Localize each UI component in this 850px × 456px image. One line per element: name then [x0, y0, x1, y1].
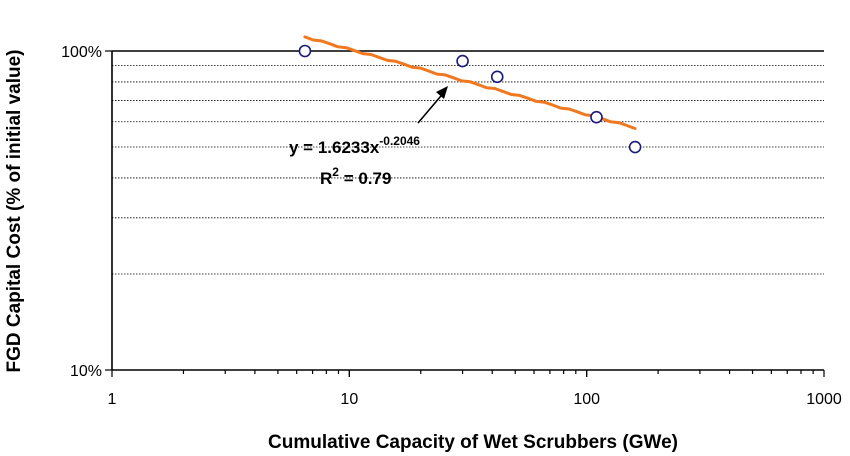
x-axis-title: Cumulative Capacity of Wet Scrubbers (GW…	[268, 432, 678, 453]
trendline	[303, 35, 637, 130]
equation-prefix: y = 1.6233x	[289, 138, 380, 157]
r2-value: = 0.79	[339, 169, 391, 188]
equation-exponent: -0.2046	[379, 134, 420, 148]
ticks	[105, 50, 825, 377]
y-tick-label-10%: 10%	[70, 363, 102, 380]
y-axis-title: FGD Capital Cost (% of initial value)	[4, 49, 25, 372]
trendline-layer	[303, 35, 637, 130]
r-squared: R2 = 0.79	[320, 165, 391, 188]
gridlines	[112, 65, 824, 275]
x-tick-label-1: 1	[108, 391, 117, 408]
data-point	[456, 54, 469, 68]
points-layer	[298, 44, 642, 154]
r2-prefix: R	[320, 169, 332, 188]
x-tick-label-10: 10	[340, 391, 358, 408]
data-point	[628, 140, 642, 154]
tick-labels: 1 10 100 1000 10% 100%	[61, 44, 842, 408]
axes	[111, 50, 824, 371]
data-point	[298, 44, 312, 58]
trendline-equation: y = 1.6233x-0.2046	[289, 134, 420, 157]
r2-superscript: 2	[332, 165, 339, 179]
data-point	[490, 70, 504, 84]
y-tick-label-100%: 100%	[61, 44, 102, 61]
x-tick-label-100: 100	[573, 391, 600, 408]
annotation-arrow	[417, 86, 448, 124]
data-point	[590, 110, 603, 124]
x-tick-label-1000: 1000	[806, 391, 842, 408]
